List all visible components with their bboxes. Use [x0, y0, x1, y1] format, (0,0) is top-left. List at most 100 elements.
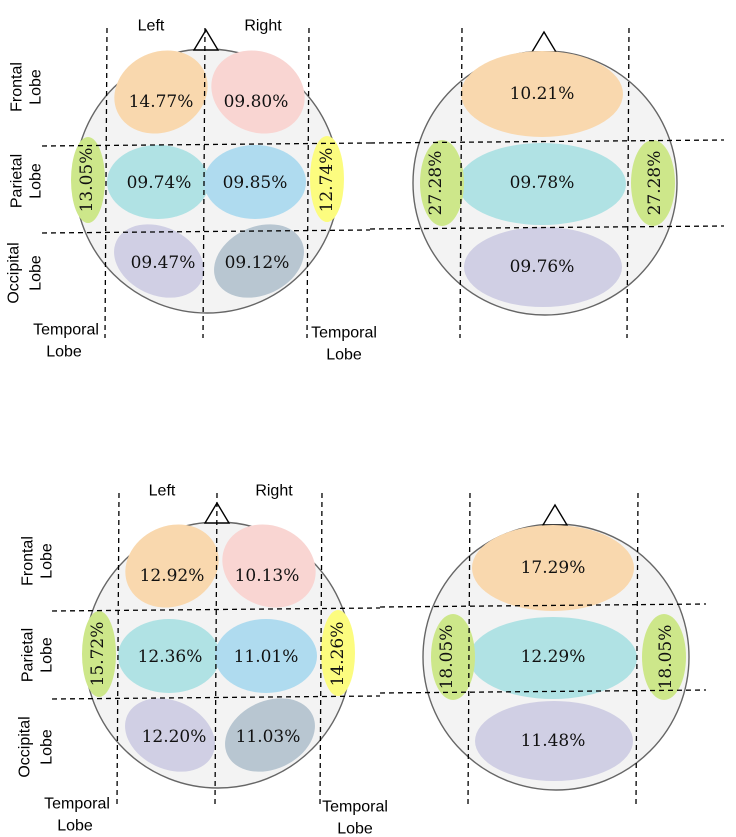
frontal-value: 17.29%	[521, 558, 586, 578]
parietal-left-region	[118, 619, 220, 693]
frontal-lobe-label: Frontal	[20, 536, 37, 586]
vertical-divider-line	[202, 27, 206, 339]
right-hemisphere-label: Right	[244, 18, 282, 35]
vertical-divider-line	[467, 492, 471, 805]
horizontal-divider-line	[41, 142, 371, 147]
temporal-right-value: 14.26%	[328, 622, 348, 687]
vertical-divider-line	[319, 492, 323, 805]
left-hemisphere-label: Left	[138, 18, 165, 35]
parietal-value: 12.29%	[521, 647, 586, 667]
frontal-lobe-label: Lobe	[28, 69, 45, 105]
parietal-left-region	[107, 145, 209, 219]
occipital-region	[475, 701, 633, 781]
occipital-region	[464, 227, 622, 307]
occipital-right-value: 09.12%	[225, 253, 290, 273]
head-panel-3: 12.92% 10.13% 12.36% 11.01% 12.20% 11.03% 15.7…	[17, 483, 388, 837]
horizontal-divider-line	[379, 603, 707, 608]
parietal-right-region	[215, 619, 317, 693]
temporal-left-region	[431, 614, 475, 700]
frontal-right-region	[222, 524, 316, 608]
temporal-left-region	[420, 140, 464, 226]
head-panel-2: 10.21% 09.78% 09.76% 27.28% 27.28%	[369, 27, 725, 339]
frontal-region	[461, 51, 623, 137]
head-panel-4: 17.29% 12.29% 11.48% 18.05% 18.05%	[379, 492, 707, 805]
occipital-right-value: 11.03%	[236, 727, 301, 747]
temporal-lobe-right-label: Temporal	[322, 799, 388, 816]
occipital-left-value: 09.47%	[131, 253, 196, 273]
temporal-left-value: 27.28%	[426, 151, 446, 216]
horizontal-divider-line	[41, 229, 371, 234]
temporal-lobe-right-label: Lobe	[337, 821, 373, 837]
left-hemisphere-label: Left	[149, 483, 176, 500]
nose-icon	[541, 503, 569, 526]
frontal-value: 10.21%	[510, 84, 575, 104]
temporal-left-region	[71, 137, 105, 223]
temporal-right-value: 12.74%	[317, 148, 337, 213]
head-panel-1: 14.77% 09.80% 09.74% 09.85% 09.47% 09.12% 13.0…	[6, 18, 377, 364]
vertical-divider-line	[626, 27, 630, 339]
temporal-right-value: 27.28%	[645, 151, 665, 216]
horizontal-divider-line	[379, 689, 707, 694]
temporal-left-region	[82, 611, 116, 697]
occipital-right-region	[214, 224, 304, 298]
temporal-lobe-left-label: Lobe	[57, 818, 93, 835]
occipital-left-value: 12.20%	[142, 727, 207, 747]
temporal-lobe-left-label: Temporal	[44, 796, 110, 813]
occipital-lobe-label: Occipital	[6, 242, 23, 303]
frontal-lobe-label: Lobe	[39, 543, 56, 579]
temporal-lobe-left-label: Temporal	[33, 322, 99, 339]
temporal-right-value: 18.05%	[656, 625, 676, 690]
parietal-right-region	[204, 145, 306, 219]
occipital-left-region	[114, 224, 204, 298]
parietal-lobe-label: Parietal	[9, 154, 26, 208]
temporal-left-value: 13.05%	[77, 148, 97, 213]
temporal-lobe-right-label: Lobe	[326, 347, 362, 364]
temporal-right-region	[310, 136, 344, 222]
frontal-right-value: 10.13%	[235, 566, 300, 586]
parietal-left-value: 12.36%	[138, 647, 203, 667]
frontal-region	[472, 525, 634, 611]
frontal-left-region	[114, 50, 208, 134]
frontal-lobe-label: Frontal	[9, 62, 26, 112]
temporal-lobe-right-label: Temporal	[311, 325, 377, 342]
occipital-lobe-label: Lobe	[28, 255, 45, 291]
occipital-right-region	[225, 698, 315, 772]
temporal-left-value: 15.72%	[88, 622, 108, 687]
right-hemisphere-label: Right	[255, 483, 293, 500]
frontal-left-value: 12.92%	[140, 566, 205, 586]
frontal-right-region	[211, 50, 305, 134]
nose-icon	[530, 30, 558, 53]
vertical-divider-line	[635, 492, 639, 805]
frontal-left-value: 14.77%	[129, 92, 194, 112]
occipital-value: 11.48%	[521, 731, 586, 751]
occipital-left-region	[125, 698, 215, 772]
occipital-lobe-label: Occipital	[17, 716, 34, 777]
parietal-right-value: 09.85%	[223, 173, 288, 193]
nose-icon	[192, 28, 220, 51]
parietal-region	[469, 617, 637, 699]
occipital-lobe-label: Lobe	[39, 729, 56, 765]
parietal-right-value: 11.01%	[234, 647, 299, 667]
temporal-right-region	[321, 610, 355, 696]
temporal-left-value: 18.05%	[437, 625, 457, 690]
parietal-lobe-label: Lobe	[39, 637, 56, 673]
parietal-lobe-label: Lobe	[28, 163, 45, 199]
vertical-divider-line	[306, 27, 310, 339]
vertical-divider-line	[214, 492, 218, 805]
parietal-lobe-label: Parietal	[20, 628, 37, 682]
horizontal-divider-line	[51, 607, 381, 612]
frontal-right-value: 09.80%	[224, 92, 289, 112]
vertical-divider-line	[459, 27, 463, 339]
parietal-value: 09.78%	[510, 173, 575, 193]
parietal-region	[458, 143, 626, 225]
temporal-right-region	[642, 614, 686, 700]
horizontal-divider-line	[51, 695, 381, 700]
vertical-divider-line	[116, 492, 120, 805]
parietal-left-value: 09.74%	[127, 173, 192, 193]
occipital-value: 09.76%	[510, 257, 575, 277]
temporal-lobe-left-label: Lobe	[46, 344, 82, 361]
vertical-divider-line	[104, 27, 108, 339]
temporal-right-region	[631, 140, 675, 226]
